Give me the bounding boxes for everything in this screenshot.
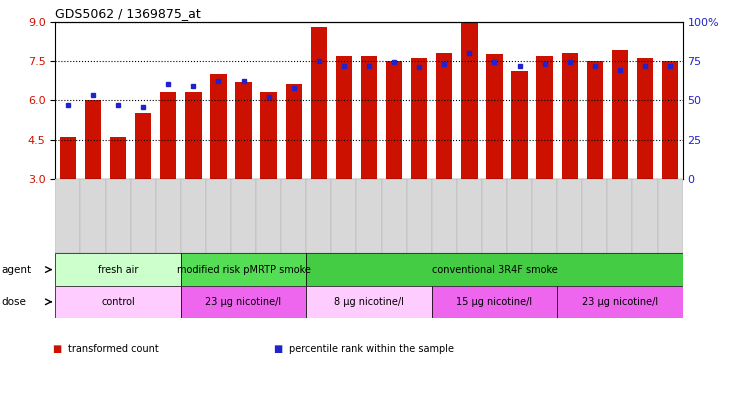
Bar bbox=[235, 82, 252, 179]
Bar bbox=[286, 84, 302, 179]
Bar bbox=[432, 286, 557, 318]
Text: agent: agent bbox=[1, 264, 32, 275]
Bar bbox=[156, 179, 181, 253]
Bar bbox=[582, 179, 607, 253]
Bar bbox=[231, 179, 256, 253]
Bar bbox=[185, 92, 201, 179]
Bar bbox=[306, 253, 683, 286]
Bar bbox=[106, 179, 131, 253]
Text: fresh air: fresh air bbox=[98, 264, 138, 275]
Bar bbox=[55, 253, 181, 286]
Bar bbox=[507, 179, 532, 253]
Bar bbox=[311, 27, 327, 179]
Bar bbox=[60, 137, 76, 179]
Bar bbox=[486, 54, 503, 179]
Text: 23 μg nicotine/l: 23 μg nicotine/l bbox=[582, 297, 658, 307]
Bar bbox=[306, 286, 432, 318]
Bar bbox=[181, 253, 306, 286]
Bar bbox=[587, 61, 603, 179]
Bar bbox=[85, 100, 101, 179]
Bar bbox=[55, 286, 181, 318]
Text: ■: ■ bbox=[273, 344, 283, 354]
Bar bbox=[131, 179, 156, 253]
Bar bbox=[658, 179, 683, 253]
Bar bbox=[612, 50, 628, 179]
Bar bbox=[55, 179, 80, 253]
Text: 23 μg nicotine/l: 23 μg nicotine/l bbox=[205, 297, 282, 307]
Bar bbox=[210, 74, 227, 179]
Bar bbox=[331, 179, 356, 253]
Text: ■: ■ bbox=[52, 344, 61, 354]
Bar bbox=[662, 61, 678, 179]
Text: dose: dose bbox=[1, 297, 27, 307]
Bar bbox=[206, 179, 231, 253]
Bar bbox=[432, 179, 457, 253]
Bar bbox=[356, 179, 382, 253]
Bar bbox=[607, 179, 632, 253]
Text: control: control bbox=[101, 297, 135, 307]
Bar bbox=[160, 92, 176, 179]
Bar bbox=[80, 179, 106, 253]
Bar bbox=[411, 58, 427, 179]
Bar bbox=[511, 72, 528, 179]
Bar bbox=[306, 179, 331, 253]
Bar bbox=[281, 179, 306, 253]
Bar bbox=[361, 56, 377, 179]
Bar bbox=[461, 23, 477, 179]
Bar bbox=[256, 179, 281, 253]
Bar bbox=[135, 113, 151, 179]
Bar bbox=[482, 179, 507, 253]
Bar bbox=[407, 179, 432, 253]
Bar bbox=[386, 61, 402, 179]
Bar bbox=[110, 137, 126, 179]
Bar bbox=[557, 286, 683, 318]
Bar bbox=[261, 92, 277, 179]
Text: modified risk pMRTP smoke: modified risk pMRTP smoke bbox=[176, 264, 311, 275]
Bar bbox=[537, 56, 553, 179]
Bar bbox=[181, 286, 306, 318]
Bar bbox=[637, 58, 653, 179]
Bar bbox=[532, 179, 557, 253]
Bar bbox=[336, 56, 352, 179]
Bar bbox=[457, 179, 482, 253]
Text: 15 μg nicotine/l: 15 μg nicotine/l bbox=[456, 297, 533, 307]
Bar bbox=[557, 179, 582, 253]
Bar bbox=[436, 53, 452, 179]
Bar bbox=[382, 179, 407, 253]
Text: percentile rank within the sample: percentile rank within the sample bbox=[289, 344, 455, 354]
Bar bbox=[632, 179, 658, 253]
Bar bbox=[562, 53, 578, 179]
Text: transformed count: transformed count bbox=[68, 344, 159, 354]
Text: 8 μg nicotine/l: 8 μg nicotine/l bbox=[334, 297, 404, 307]
Bar bbox=[181, 179, 206, 253]
Text: GDS5062 / 1369875_at: GDS5062 / 1369875_at bbox=[55, 7, 201, 20]
Text: conventional 3R4F smoke: conventional 3R4F smoke bbox=[432, 264, 557, 275]
